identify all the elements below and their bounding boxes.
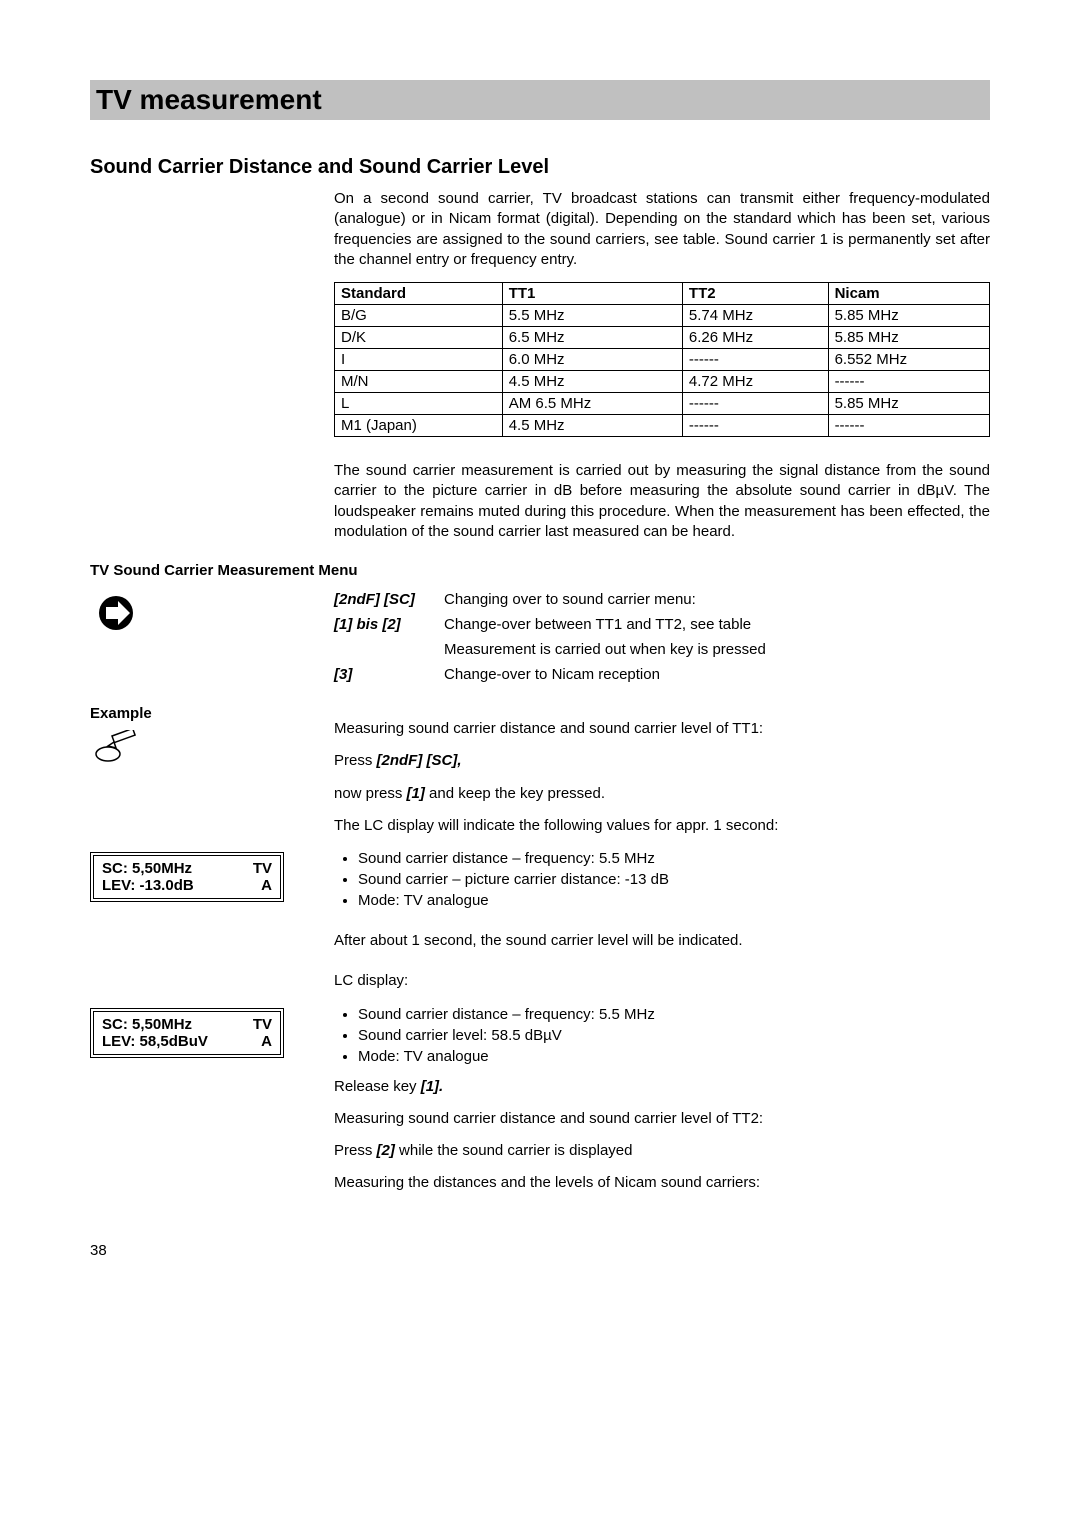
pencil-icon xyxy=(94,730,140,764)
example-line4: The LC display will indicate the followi… xyxy=(334,816,990,836)
press2-line: Press [2] while the sound carrier is dis… xyxy=(334,1141,990,1161)
table-header: TT2 xyxy=(682,283,828,305)
bullet-list-1: Sound carrier distance – frequency: 5.5 … xyxy=(334,848,990,911)
after-bullets-1: After about 1 second, the sound carrier … xyxy=(334,931,990,951)
table-header: TT1 xyxy=(502,283,682,305)
page-title-bar: TV measurement xyxy=(90,80,990,120)
arrow-right-icon xyxy=(96,593,136,633)
release-line: Release key [1]. xyxy=(334,1077,990,1097)
lcd2-intro: LC display: xyxy=(334,971,990,991)
page-number: 38 xyxy=(90,1242,990,1259)
section-heading: Sound Carrier Distance and Sound Carrier… xyxy=(90,156,990,179)
example-line1: Measuring sound carrier distance and sou… xyxy=(334,719,990,739)
menu-table: [2ndF] [SC]Changing over to sound carrie… xyxy=(334,587,766,687)
nicam-line: Measuring the distances and the levels o… xyxy=(334,1173,990,1193)
bullet-list-2: Sound carrier distance – frequency: 5.5 … xyxy=(334,1004,990,1067)
example-press: Press [2ndF] [SC], xyxy=(334,751,990,771)
table-header: Nicam xyxy=(828,283,989,305)
standard-table: Standard TT1 TT2 Nicam B/G5.5 MHz5.74 MH… xyxy=(334,282,990,437)
after-table-paragraph: The sound carrier measurement is carried… xyxy=(334,461,990,542)
page-title: TV measurement xyxy=(96,84,322,115)
tt2-line: Measuring sound carrier distance and sou… xyxy=(334,1109,990,1129)
menu-heading: TV Sound Carrier Measurement Menu xyxy=(90,562,990,579)
intro-paragraph: On a second sound carrier, TV broadcast … xyxy=(334,189,990,270)
example-line3: now press [1] and keep the key pressed. xyxy=(334,784,990,804)
example-label: Example xyxy=(90,705,334,722)
lcd-display-2: SC: 5,50MHz LEV: 58,5dBuV TV A xyxy=(90,1008,284,1058)
lcd-display-1: SC: 5,50MHz LEV: -13.0dB TV A xyxy=(90,852,284,902)
table-header: Standard xyxy=(335,283,503,305)
